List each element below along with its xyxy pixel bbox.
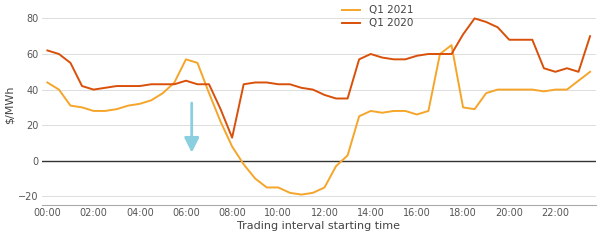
Y-axis label: $/MWh: $/MWh (4, 86, 14, 124)
X-axis label: Trading interval starting time: Trading interval starting time (237, 221, 400, 231)
Legend: Q1 2021, Q1 2020: Q1 2021, Q1 2020 (341, 5, 413, 28)
